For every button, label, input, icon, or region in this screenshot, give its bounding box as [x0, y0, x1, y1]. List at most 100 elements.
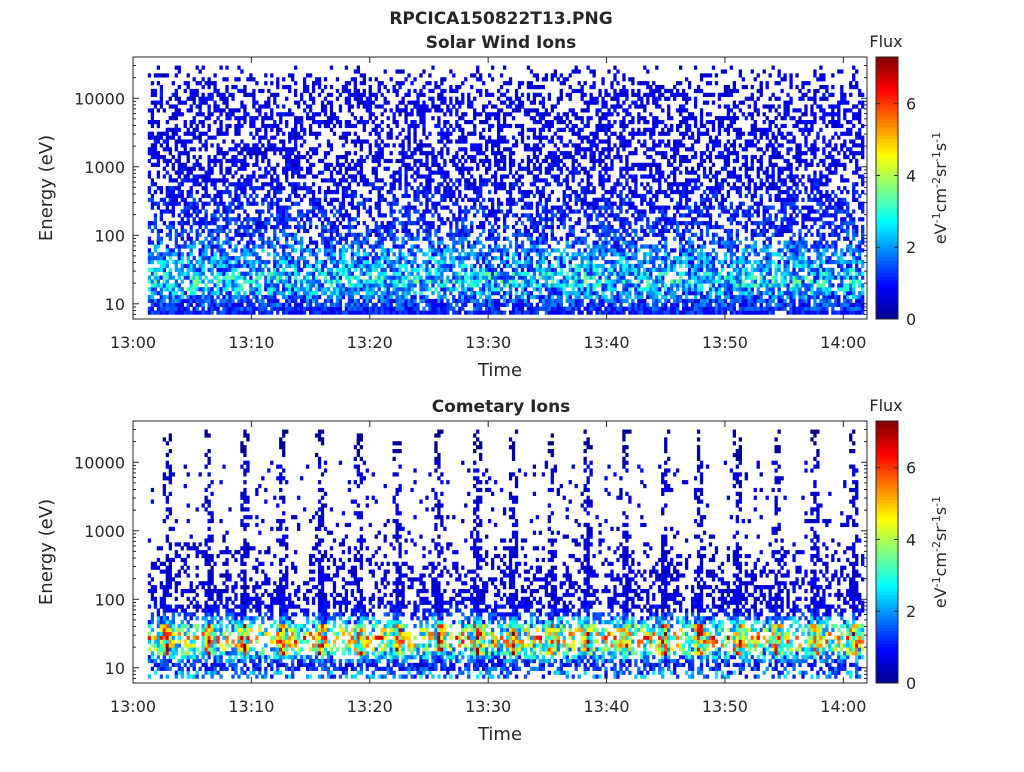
heatmap-cell [491, 197, 495, 202]
heatmap-cell [422, 217, 426, 222]
heatmap-cell [431, 201, 435, 206]
heatmap-cell [270, 275, 274, 280]
heatmap-cell [383, 279, 387, 284]
heatmap-cell [231, 201, 235, 206]
heatmap-cell [279, 306, 283, 311]
heatmap-cell [335, 154, 340, 160]
heatmap-cell [386, 263, 390, 269]
heatmap-cell [571, 189, 575, 195]
heatmap-cell [485, 213, 489, 218]
heatmap-cell [240, 104, 244, 109]
heatmap-cell [425, 166, 429, 171]
heatmap-cell [502, 259, 507, 265]
heatmap-cell [508, 151, 513, 156]
heatmap-cell [219, 92, 223, 97]
heatmap-cell [326, 298, 331, 304]
heatmap-cell [568, 306, 572, 311]
heatmap-cell [428, 275, 432, 280]
heatmap-cell [553, 143, 557, 148]
heatmap-cell [198, 224, 202, 230]
heatmap-cell [574, 143, 578, 148]
heatmap-cell [505, 259, 510, 265]
heatmap-cell [574, 88, 578, 94]
heatmap-cell [491, 205, 495, 210]
heatmap-cell [464, 310, 468, 315]
heatmap-cell [526, 189, 531, 195]
heatmap-cell [553, 174, 557, 179]
heatmap-cell [556, 100, 560, 105]
heatmap-cell [389, 77, 393, 82]
heatmap-cell [311, 283, 316, 288]
heatmap-cell [198, 259, 202, 265]
heatmap-cell [222, 275, 226, 280]
heatmap-cell [520, 310, 525, 315]
heatmap-cell [517, 271, 522, 276]
heatmap-cell [517, 174, 522, 179]
heatmap-cell [419, 162, 423, 167]
heatmap-cell [258, 263, 262, 269]
heatmap-cell [329, 232, 334, 237]
heatmap-cell [332, 116, 337, 121]
heatmap-cell [332, 275, 337, 280]
heatmap-cell [156, 154, 161, 160]
heatmap-cell [461, 139, 465, 144]
heatmap-cell [455, 123, 459, 129]
heatmap-cell [252, 143, 256, 148]
heatmap-cell [338, 182, 343, 187]
heatmap-cell [305, 302, 310, 307]
heatmap-cell [532, 240, 537, 245]
heatmap-cell [261, 135, 265, 140]
heatmap-cell [425, 267, 429, 272]
heatmap-cell [186, 244, 190, 249]
heatmap-cell [261, 158, 265, 164]
heatmap-cell [189, 310, 193, 315]
heatmap-cell [508, 166, 513, 171]
heatmap-cell [479, 201, 483, 206]
heatmap-cell [571, 143, 575, 148]
heatmap-cell [311, 112, 316, 117]
heatmap-cell [174, 123, 178, 129]
heatmap-cell [541, 158, 546, 164]
heatmap-cell [434, 81, 438, 86]
heatmap-cell [374, 279, 378, 284]
heatmap-cell [314, 81, 319, 86]
heatmap-cell [455, 298, 459, 304]
heatmap-cell [499, 186, 504, 191]
heatmap-cell [356, 291, 360, 296]
heatmap-cell [237, 120, 241, 125]
heatmap-cell [419, 139, 423, 144]
heatmap-cell [162, 252, 166, 257]
heatmap-cell [538, 131, 543, 136]
heatmap-cell [323, 240, 328, 245]
heatmap-cell [326, 139, 331, 144]
heatmap-cell [407, 291, 411, 296]
heatmap-cell [276, 306, 280, 311]
heatmap-cell [219, 197, 223, 202]
heatmap-cell [165, 209, 169, 214]
heatmap-cell [177, 158, 181, 164]
heatmap-cell [258, 104, 262, 109]
heatmap-cell [511, 298, 516, 304]
heatmap-cell [386, 294, 390, 300]
heatmap-cell [183, 123, 187, 129]
heatmap-cell [300, 120, 304, 125]
heatmap-cell [499, 151, 504, 156]
heatmap-cell [198, 294, 202, 300]
heatmap-cell [335, 120, 340, 125]
heatmap-cell [443, 306, 447, 311]
heatmap-cell [401, 158, 405, 164]
heatmap-cell [452, 217, 456, 222]
heatmap-cell [147, 248, 152, 253]
heatmap-cell [338, 178, 343, 183]
heatmap-cell [183, 298, 187, 304]
heatmap-cell [201, 92, 205, 97]
heatmap-cell [493, 116, 498, 121]
heatmap-cell [150, 100, 155, 105]
heatmap-cell [508, 162, 513, 167]
heatmap-cell [225, 205, 229, 210]
heatmap-cell [195, 271, 199, 276]
heatmap-cell [428, 302, 432, 307]
heatmap-cell [368, 189, 372, 195]
heatmap-cell [458, 236, 462, 241]
heatmap-cell [443, 256, 447, 261]
